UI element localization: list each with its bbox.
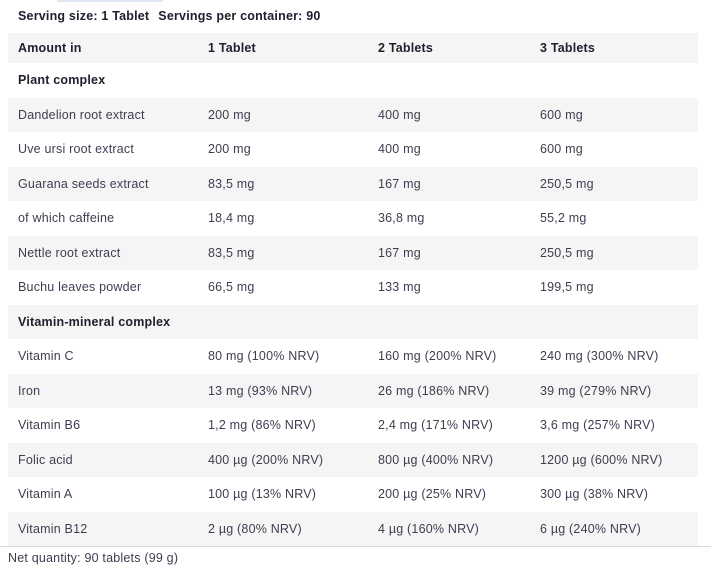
section-row: Vitamin-mineral complex [8,304,698,339]
section-label: Plant complex [18,73,106,88]
top-edge-artifact [57,0,163,2]
header-2-tablets: 2 Tablets [378,41,434,55]
value-1-tablet: 200 mg [208,142,251,157]
section-row: Plant complex [8,63,698,98]
table-bottom-rule [0,546,711,547]
value-3-tablets: 250,5 mg [540,176,594,191]
table-row: Buchu leaves powder 66,5 mg 133 mg 199,5… [8,270,698,305]
value-1-tablet: 18,4 mg [208,211,255,226]
net-quantity-text: Net quantity: 90 tablets (99 g) [8,551,179,565]
table-row: Vitamin B12 2 µg (80% NRV) 4 µg (160% NR… [8,511,698,546]
ingredient-label: of which caffeine [18,211,115,226]
servings-per-container-text: Servings per container: 90 [158,9,321,23]
table-row: Guarana seeds extract 83,5 mg 167 mg 250… [8,166,698,201]
ingredient-label: Buchu leaves powder [18,280,142,295]
ingredient-label: Guarana seeds extract [18,176,149,191]
ingredient-label: Vitamin A [18,487,73,502]
value-3-tablets: 199,5 mg [540,280,594,295]
ingredient-label: Iron [18,383,41,398]
value-2-tablets: 200 µg (25% NRV) [378,487,487,502]
value-2-tablets: 26 mg (186% NRV) [378,383,490,398]
ingredient-label: Dandelion root extract [18,107,145,122]
value-1-tablet: 83,5 mg [208,176,255,191]
serving-info: Serving size: 1 Tablet Servings per conta… [0,0,711,24]
ingredient-label: Folic acid [18,452,73,467]
table-row: Vitamin C 80 mg (100% NRV) 160 mg (200% … [8,339,698,374]
value-3-tablets: 250,5 mg [540,245,594,260]
ingredient-label: Nettle root extract [18,245,121,260]
value-2-tablets: 800 µg (400% NRV) [378,452,494,467]
header-amount-in: Amount in [18,41,82,55]
value-3-tablets: 240 mg (300% NRV) [540,349,659,364]
value-1-tablet: 2 µg (80% NRV) [208,521,302,536]
value-1-tablet: 80 mg (100% NRV) [208,349,320,364]
ingredient-label: Vitamin B6 [18,418,81,433]
value-3-tablets: 300 µg (38% NRV) [540,487,649,502]
header-1-tablet: 1 Tablet [208,41,256,55]
ingredient-label: Vitamin C [18,349,74,364]
table-row: Nettle root extract 83,5 mg 167 mg 250,5… [8,235,698,270]
value-1-tablet: 100 µg (13% NRV) [208,487,317,502]
value-1-tablet: 200 mg [208,107,251,122]
value-3-tablets: 55,2 mg [540,211,587,226]
value-3-tablets: 39 mg (279% NRV) [540,383,652,398]
table-row: Iron 13 mg (93% NRV) 26 mg (186% NRV) 39… [8,373,698,408]
value-2-tablets: 2,4 mg (171% NRV) [378,418,494,433]
table-header-row: Amount in 1 Tablet 2 Tablets 3 Tablets [8,33,698,63]
table-row: Vitamin A 100 µg (13% NRV) 200 µg (25% N… [8,477,698,512]
table-row: Dandelion root extract 200 mg 400 mg 600… [8,97,698,132]
value-2-tablets: 167 mg [378,245,421,260]
header-3-tablets: 3 Tablets [540,41,596,55]
value-3-tablets: 600 mg [540,107,583,122]
value-2-tablets: 400 mg [378,107,421,122]
value-3-tablets: 1200 µg (600% NRV) [540,452,663,467]
value-2-tablets: 36,8 mg [378,211,425,226]
table-row: of which caffeine 18,4 mg 36,8 mg 55,2 m… [8,201,698,236]
value-3-tablets: 6 µg (240% NRV) [540,521,641,536]
facts-table: Amount in 1 Tablet 2 Tablets 3 Tablets P… [8,33,698,546]
section-label: Vitamin-mineral complex [18,314,171,329]
value-3-tablets: 600 mg [540,142,583,157]
value-1-tablet: 66,5 mg [208,280,255,295]
value-1-tablet: 13 mg (93% NRV) [208,383,313,398]
value-1-tablet: 400 µg (200% NRV) [208,452,324,467]
table-row: Uve ursi root extract 200 mg 400 mg 600 … [8,132,698,167]
table-row: Folic acid 400 µg (200% NRV) 800 µg (400… [8,442,698,477]
ingredient-label: Uve ursi root extract [18,142,135,157]
value-1-tablet: 83,5 mg [208,245,255,260]
value-2-tablets: 4 µg (160% NRV) [378,521,479,536]
value-3-tablets: 3,6 mg (257% NRV) [540,418,656,433]
ingredient-label: Vitamin B12 [18,521,88,536]
value-2-tablets: 167 mg [378,176,421,191]
table-row: Vitamin B6 1,2 mg (86% NRV) 2,4 mg (171%… [8,408,698,443]
value-1-tablet: 1,2 mg (86% NRV) [208,418,316,433]
value-2-tablets: 133 mg [378,280,421,295]
value-2-tablets: 400 mg [378,142,421,157]
value-2-tablets: 160 mg (200% NRV) [378,349,497,364]
table-rows: Amount in 1 Tablet 2 Tablets 3 Tablets P… [8,33,698,546]
serving-size-text: Serving size: 1 Tablet [18,9,150,23]
